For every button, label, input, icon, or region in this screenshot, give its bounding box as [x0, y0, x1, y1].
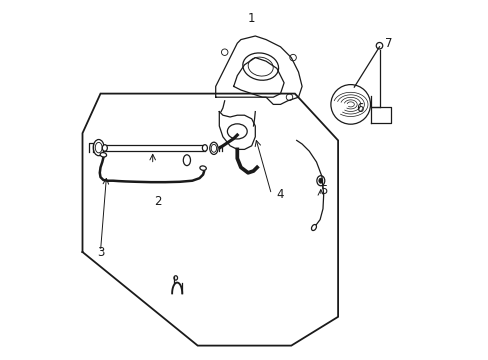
Ellipse shape	[200, 166, 206, 170]
Text: 3: 3	[97, 246, 104, 258]
Text: 5: 5	[319, 184, 327, 197]
Text: 7: 7	[384, 37, 391, 50]
Ellipse shape	[318, 178, 322, 183]
Ellipse shape	[102, 145, 107, 151]
Ellipse shape	[202, 145, 207, 151]
Ellipse shape	[311, 225, 316, 230]
Text: 2: 2	[154, 195, 162, 208]
Text: 4: 4	[276, 188, 284, 201]
Text: 1: 1	[247, 12, 255, 24]
Text: 6: 6	[355, 102, 363, 114]
Ellipse shape	[100, 153, 106, 157]
